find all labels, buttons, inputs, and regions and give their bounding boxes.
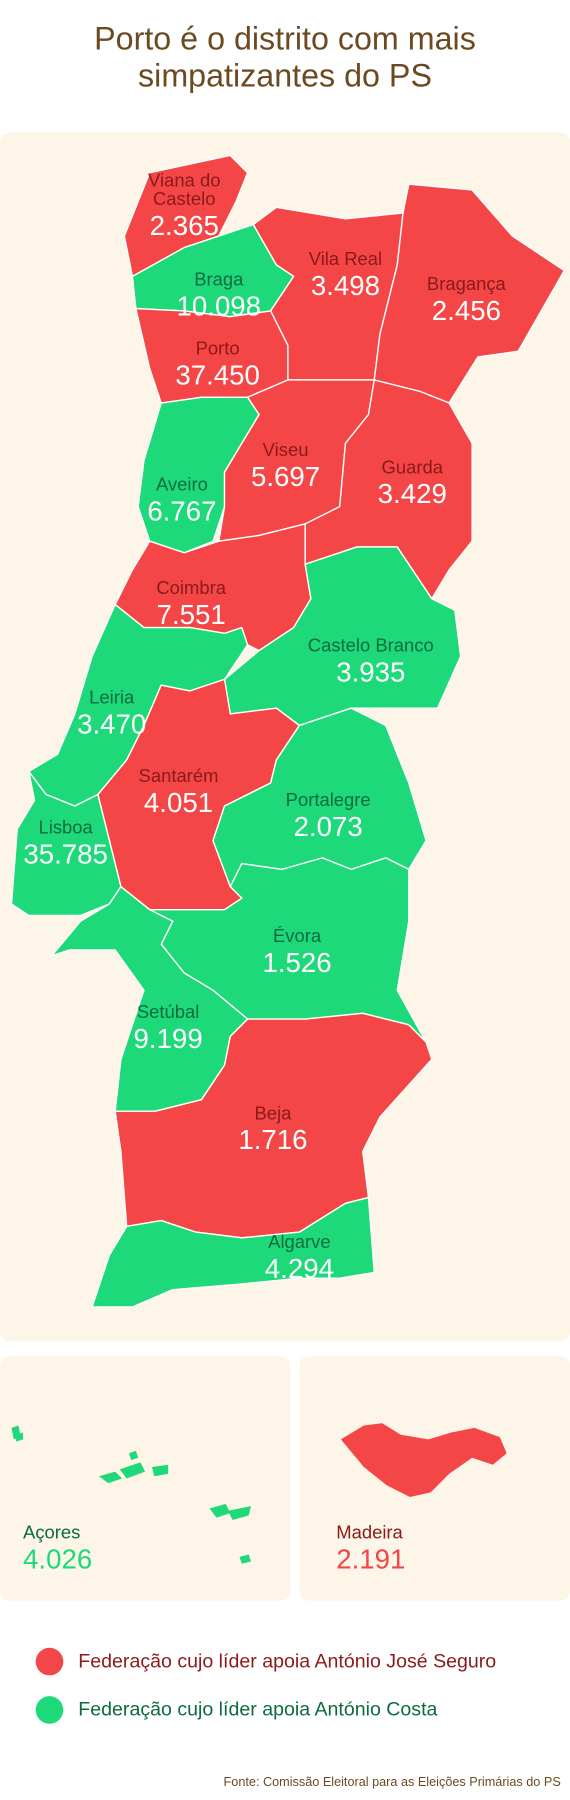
- district-value: 6.767: [147, 496, 217, 528]
- district-label: Leiria 3.470: [54, 688, 169, 741]
- district-value: 2.365: [149, 210, 219, 242]
- district-value: 10.098: [176, 291, 262, 323]
- district-label: Vila Real 3.498: [276, 249, 414, 302]
- island-name: Açores: [23, 1523, 81, 1544]
- district-name: Guarda: [381, 458, 443, 478]
- district-value: 1.716: [238, 1125, 308, 1157]
- title: Porto é o distrito com mais simpatizante…: [94, 20, 476, 94]
- district-name: Viseu: [262, 441, 309, 461]
- district-value: 4.051: [143, 787, 214, 819]
- district-value: 1.526: [262, 947, 332, 979]
- district-name: Évora: [273, 926, 322, 947]
- district-name: Vila Real: [308, 249, 383, 270]
- district-name: Castelo Branco: [307, 636, 434, 657]
- district-label: Viana do Castelo 2.365: [132, 171, 236, 242]
- district-label: Beja 1.716: [204, 1105, 342, 1156]
- district-name: Aveiro: [155, 475, 208, 496]
- district-value: 3.470: [77, 709, 147, 741]
- district-label: Lisboa 35.785: [8, 818, 123, 871]
- district-name: Portalegre: [285, 791, 371, 811]
- district: [373, 183, 565, 404]
- legend-label: Federação cujo líder apoia António Costa: [78, 1698, 438, 1721]
- district-label: Porto 37.450: [149, 339, 287, 392]
- district-value: 3.429: [377, 479, 447, 511]
- island-value: 2.191: [336, 1544, 406, 1576]
- district-name: Coimbra: [156, 579, 226, 599]
- district-value: 5.697: [250, 461, 321, 493]
- district-value: 2.456: [431, 295, 501, 328]
- district-name: Algarve: [268, 1233, 331, 1253]
- district-value: 9.199: [133, 1023, 203, 1055]
- district-name: Bragança: [426, 275, 506, 295]
- madeira-island: [340, 1423, 507, 1497]
- district-value: 35.785: [23, 839, 108, 871]
- district-label: Santarém 4.051: [109, 766, 247, 819]
- island-label: Açores 4.026: [23, 1523, 92, 1576]
- district-label: Aveiro 6.767: [113, 475, 251, 528]
- district-value: 2.073: [293, 811, 363, 843]
- district-value: 3.935: [336, 657, 406, 689]
- azores-island: [239, 1554, 252, 1564]
- district-name: Lisboa: [38, 818, 93, 839]
- district-label: Setúbal 9.199: [99, 1004, 237, 1055]
- island-name: Madeira: [336, 1523, 403, 1544]
- district-name: Setúbal: [136, 1002, 200, 1023]
- legend-swatch: [35, 1696, 64, 1724]
- source: Fonte: Comissão Eleitoral para as Eleiçõ…: [223, 1775, 561, 1790]
- district: [91, 1196, 375, 1308]
- legend-label: Federação cujo líder apoia António José …: [78, 1650, 497, 1672]
- district-value: 7.551: [156, 599, 226, 632]
- azores-island: [128, 1450, 139, 1461]
- district-name: Viana do Castelo: [148, 171, 221, 210]
- district-value: 3.498: [310, 270, 381, 302]
- district-name: Leiria: [89, 688, 135, 709]
- azores-panel: [0, 1356, 291, 1601]
- district-value: 4.294: [264, 1253, 334, 1286]
- azores-island: [209, 1503, 231, 1518]
- azores-island: [119, 1462, 146, 1479]
- district-label: Algarve 4.294: [230, 1234, 368, 1285]
- district-label: Bragança 2.456: [397, 276, 535, 327]
- island-value: 4.026: [23, 1544, 93, 1576]
- district-value: 37.450: [175, 360, 260, 392]
- azores-island: [151, 1464, 169, 1477]
- island-label: Madeira 2.191: [336, 1523, 405, 1576]
- district-label: Coimbra 7.551: [122, 580, 260, 631]
- district-name: Santarém: [138, 766, 219, 787]
- azores-island: [99, 1471, 123, 1484]
- district-label: Braga 10.098: [150, 270, 288, 323]
- azores-island: [16, 1432, 24, 1442]
- district-name: Beja: [254, 1104, 292, 1124]
- district-name: Porto: [195, 339, 240, 360]
- district-label: Guarda 3.429: [343, 459, 481, 510]
- district-label: Viseu 5.697: [216, 442, 354, 493]
- district-label: Castelo Branco 3.935: [279, 636, 463, 689]
- district-name: Braga: [194, 270, 244, 291]
- legend-swatch: [35, 1647, 64, 1676]
- district-label: Portalegre 2.073: [259, 792, 397, 843]
- district-label: Évora 1.526: [228, 928, 366, 979]
- district: [10, 770, 122, 917]
